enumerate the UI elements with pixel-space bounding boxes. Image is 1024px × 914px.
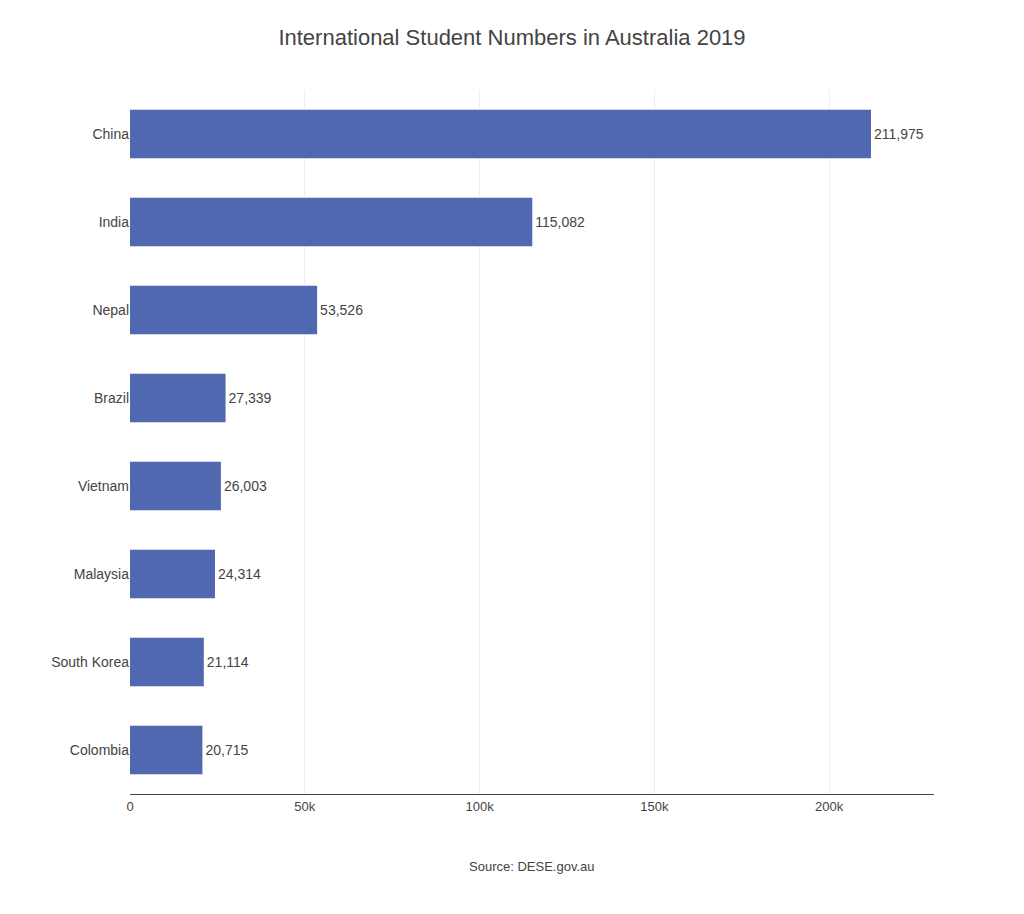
svg-text:24,314: 24,314 xyxy=(218,566,261,582)
svg-text:0: 0 xyxy=(126,799,133,814)
svg-text:India: India xyxy=(99,214,130,230)
svg-text:Source: DESE.gov.au: Source: DESE.gov.au xyxy=(469,859,595,874)
svg-text:200k: 200k xyxy=(815,799,844,814)
svg-text:27,339: 27,339 xyxy=(229,390,272,406)
svg-text:21,114: 21,114 xyxy=(207,654,249,670)
svg-text:Nepal: Nepal xyxy=(92,302,129,318)
svg-text:International Student Numbers: International Student Numbers in Austral… xyxy=(278,25,745,50)
svg-text:211,975: 211,975 xyxy=(874,126,924,142)
svg-text:26,003: 26,003 xyxy=(224,478,267,494)
svg-text:Vietnam: Vietnam xyxy=(78,478,129,494)
svg-text:Malaysia: Malaysia xyxy=(74,566,129,582)
svg-text:115,082: 115,082 xyxy=(535,214,585,230)
svg-text:50k: 50k xyxy=(294,799,315,814)
svg-text:20,715: 20,715 xyxy=(205,742,248,758)
svg-text:Brazil: Brazil xyxy=(94,390,129,406)
svg-text:100k: 100k xyxy=(465,799,494,814)
svg-text:South Korea: South Korea xyxy=(51,654,129,670)
svg-text:China: China xyxy=(92,126,129,142)
svg-text:Colombia: Colombia xyxy=(70,742,129,758)
svg-text:53,526: 53,526 xyxy=(320,302,363,318)
svg-text:150k: 150k xyxy=(640,799,669,814)
